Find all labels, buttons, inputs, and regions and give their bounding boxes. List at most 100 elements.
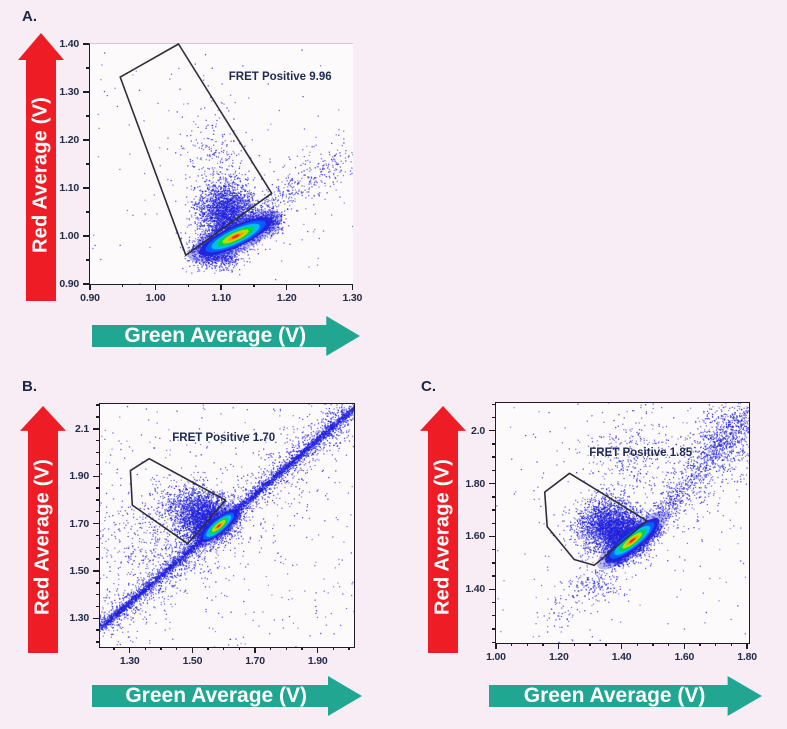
x-tick-mark: [348, 647, 350, 651]
x-tick-mark: [542, 643, 544, 647]
y-tick-label: 1.30: [59, 86, 79, 98]
y-tick-label: 1.80: [465, 477, 485, 490]
gate-label: FRET Positive 9.96: [228, 71, 332, 84]
y-tick-mark: [82, 235, 89, 237]
right-arrow-icon: [92, 676, 362, 716]
x-tick-mark: [510, 643, 513, 647]
y-tick-mark: [92, 570, 99, 572]
y-tick-mark: [491, 522, 495, 524]
x-tick-label: 0.90: [80, 292, 100, 304]
y-tick-mark: [491, 548, 495, 551]
x-tick-mark: [332, 647, 335, 651]
x-tick-mark: [301, 647, 303, 651]
y-tick-mark: [95, 641, 99, 643]
x-tick-mark: [253, 284, 255, 288]
x-tick-mark: [160, 647, 162, 651]
right-arrow-icon: [92, 316, 360, 356]
y-tick-label: 1.00: [59, 230, 79, 242]
x-axis-arrow: Green Average (V): [92, 676, 362, 716]
y-axis-arrow: Red Average (V): [20, 406, 66, 653]
x-tick-mark: [683, 643, 686, 649]
y-tick-mark: [95, 546, 99, 548]
y-tick-mark: [95, 499, 99, 501]
x-tick-mark: [715, 643, 717, 647]
plot-area: FRET Positive 1.85 1.00 1.20 1.40 1.60 1.80 1…: [465, 402, 757, 663]
x-tick-mark: [636, 643, 638, 647]
y-tick-label: 0.90: [59, 278, 79, 290]
x-axis-label: Green Average (V): [125, 684, 308, 707]
y-tick-mark: [92, 475, 99, 477]
x-tick-label: 1.30: [119, 655, 140, 667]
y-tick-label: 1.40: [59, 38, 79, 50]
y-tick-mark: [491, 562, 495, 564]
x-tick-label: 1.40: [611, 651, 632, 663]
y-tick-mark: [95, 534, 99, 537]
up-arrow-icon: [20, 406, 66, 653]
x-axis-label: Green Average (V): [523, 684, 706, 707]
y-tick-label: 1.30: [69, 612, 89, 625]
x-tick-mark: [558, 643, 560, 649]
scatter-canvas: [496, 403, 749, 643]
y-tick-label: 1.50: [69, 564, 89, 577]
y-tick-mark: [92, 428, 99, 430]
y-tick-mark: [491, 628, 495, 630]
y-tick-label: 1.10: [59, 182, 79, 194]
y-tick-mark: [491, 403, 495, 405]
y-axis-arrow: Red Average (V): [18, 33, 64, 301]
panel-label: A.: [22, 8, 37, 25]
y-tick-mark: [491, 456, 495, 458]
x-axis-label: Green Average (V): [124, 324, 307, 347]
y-tick-mark: [85, 115, 89, 117]
panel-label: B.: [22, 378, 37, 395]
y-tick-mark: [488, 535, 495, 538]
gate-polygon: [119, 43, 273, 256]
x-tick-mark: [269, 647, 272, 651]
y-tick-mark: [95, 511, 99, 513]
y-tick-mark: [85, 259, 89, 261]
y-tick-label: 2.0: [471, 424, 485, 437]
y-tick-mark: [85, 67, 89, 69]
x-tick-mark: [154, 284, 157, 290]
right-arrow-icon: [489, 676, 762, 716]
y-tick-mark: [488, 430, 495, 432]
x-tick-mark: [746, 643, 748, 649]
y-tick-label: 1.70: [69, 517, 89, 530]
y-tick-mark: [95, 440, 99, 442]
y-tick-mark: [95, 593, 99, 596]
x-tick-mark: [652, 643, 654, 647]
x-tick-mark: [316, 647, 319, 653]
x-tick-mark: [207, 647, 209, 651]
y-tick-mark: [491, 469, 495, 472]
x-axis-arrow: Green Average (V): [489, 676, 762, 716]
x-tick-mark: [254, 647, 256, 653]
x-tick-mark: [286, 284, 288, 290]
x-tick-mark: [176, 647, 178, 651]
y-tick-mark: [491, 443, 495, 445]
x-tick-label: 1.60: [674, 651, 695, 663]
y-tick-mark: [95, 487, 99, 489]
x-tick-mark: [285, 647, 288, 651]
y-tick-mark: [92, 617, 99, 620]
x-tick-mark: [191, 647, 194, 653]
y-tick-mark: [491, 509, 495, 511]
x-tick-mark: [526, 643, 529, 647]
x-tick-label: 1.00: [486, 651, 506, 663]
x-tick-label: 1.80: [737, 651, 757, 663]
y-tick-mark: [488, 482, 495, 485]
y-tick-mark: [85, 211, 89, 213]
x-tick-mark: [122, 284, 124, 288]
y-tick-label: 1.90: [69, 470, 89, 483]
x-axis-arrow: Green Average (V): [92, 316, 360, 356]
y-tick-label: 2.1: [75, 422, 89, 435]
x-tick-mark: [129, 647, 131, 653]
y-tick-mark: [92, 522, 99, 525]
x-tick-label: 1.50: [182, 655, 203, 667]
y-tick-mark: [491, 641, 495, 643]
x-tick-mark: [573, 643, 576, 647]
y-tick-mark: [85, 163, 89, 165]
y-tick-mark: [95, 629, 99, 631]
y-tick-label: 1.20: [59, 134, 79, 146]
x-tick-mark: [113, 647, 115, 651]
y-axis-label: Red Average (V): [431, 458, 454, 615]
